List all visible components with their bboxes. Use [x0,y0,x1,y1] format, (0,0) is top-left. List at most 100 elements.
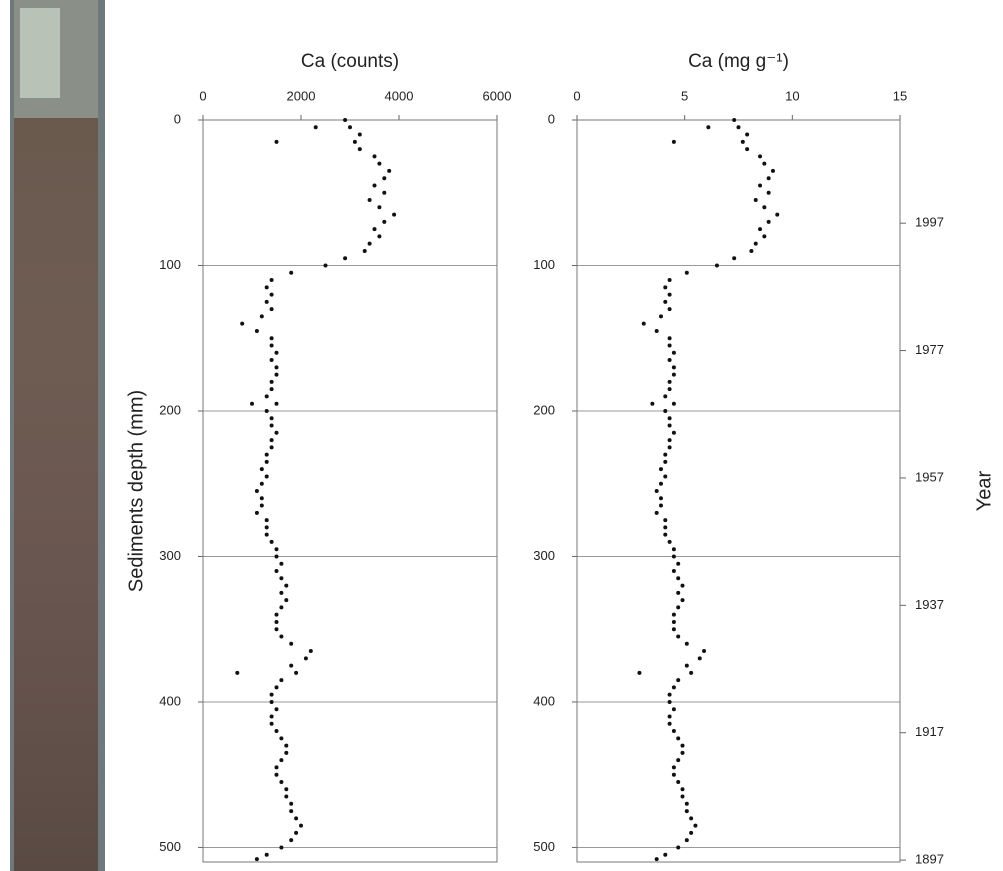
data-point [654,857,659,862]
data-point [343,118,348,122]
data-point [264,525,269,530]
data-point [671,619,676,624]
data-point [279,779,284,784]
y-tick-label: 200 [159,402,181,417]
data-point [676,590,681,595]
x-tick-label: 0 [199,88,206,103]
data-point [254,857,259,862]
data-point [274,401,279,406]
data-point [274,350,279,355]
data-point [680,750,685,755]
data-point [667,416,672,421]
y2-tick-label: 1997 [915,215,944,230]
data-point [279,634,284,639]
panel: Ca (counts) 0 100 200 300 400 500 0 2000 4000 6000… [125,51,511,863]
data-point [274,139,279,144]
y2-tick-label: 1917 [915,724,944,739]
data-point [279,576,284,581]
data-point [676,605,681,610]
data-point [279,758,284,763]
data-point [235,670,240,675]
data-point [279,561,284,566]
data-point [762,161,767,166]
data-point [382,219,387,224]
y-tick-label: 200 [533,402,555,417]
data-point [706,125,711,130]
data-point [264,852,269,857]
data-point [254,510,259,515]
data-point [680,787,685,792]
y-tick-label: 0 [548,111,555,126]
data-point [671,765,676,770]
data-point [387,168,392,173]
data-point [749,248,754,253]
x-tick-label: 15 [893,88,907,103]
data-point [274,729,279,734]
y-tick-label: 300 [159,548,181,563]
data-point [240,321,245,326]
data-point [343,256,348,261]
data-point [348,125,352,130]
data-point [663,525,668,530]
data-point [650,401,655,406]
y-tick-label: 400 [533,693,555,708]
data-point [357,132,362,137]
y-tick-label: 0 [174,111,181,126]
data-point [269,358,274,363]
data-point [745,147,750,152]
data-point [269,307,274,312]
data-point [264,532,269,537]
data-point [323,263,328,268]
data-point [654,510,659,515]
data-point [775,212,780,217]
data-point [671,139,676,144]
data-point [663,452,668,457]
data-point [667,699,672,704]
data-point [663,474,668,479]
data-point [274,372,279,377]
data-point [697,656,702,661]
y-tick-label: 500 [159,839,181,854]
data-point [303,656,308,661]
data-point [294,670,299,675]
data-point [667,387,672,392]
chart-title: Ca (counts) [301,51,399,72]
data-point [654,328,659,333]
y2-tick-label: 1957 [915,469,944,484]
data-point [637,670,642,675]
data-point [269,416,274,421]
data-point [382,176,387,181]
data-point [658,496,663,501]
data-point [658,314,663,319]
data-point [274,619,279,624]
data-point [269,721,274,726]
data-point [671,612,676,617]
data-point [279,736,284,741]
data-point [667,423,672,428]
data-point [671,685,676,690]
data-point [667,721,672,726]
data-point [667,358,672,363]
data-point [758,183,763,188]
data-point [289,641,294,646]
data-point [269,379,274,384]
data-point [274,569,279,574]
data-point [269,278,274,283]
data-point [736,125,741,130]
data-point [289,838,294,843]
data-point [284,598,289,603]
data-point [269,692,274,697]
y-tick-label: 100 [533,257,555,272]
data-point [671,430,676,435]
data-point [274,547,279,552]
y-axis-title: Sediments depth (mm) [125,390,147,592]
y-tick-label: 500 [533,839,555,854]
data-point [689,830,694,835]
data-point [259,314,264,319]
data-point [732,256,737,261]
data-point [269,699,274,704]
data-point [663,532,668,537]
data-point [766,219,771,224]
data-point [367,241,372,246]
y2-tick-label: 1977 [915,342,944,357]
